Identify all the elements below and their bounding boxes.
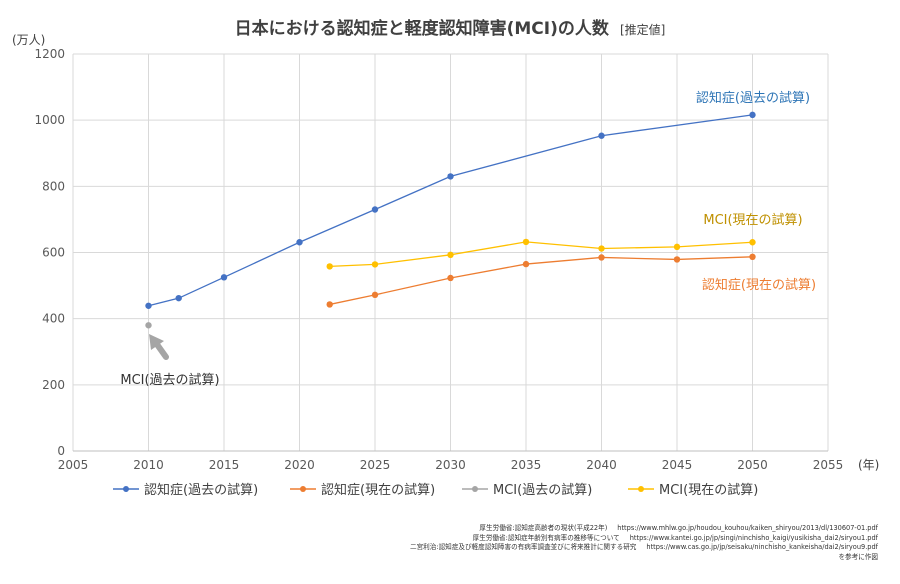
y-tick-labels: 0 200 400 600 800 1000 1200 — [34, 47, 65, 458]
data-point — [175, 294, 182, 302]
x-tick-label: 2030 — [435, 458, 466, 472]
legend-label: 認知症(過去の試算) — [144, 482, 258, 498]
legend-label: MCI(現在の試算) — [659, 482, 758, 498]
source-url[interactable]: https://www.mhlw.go.jp/houdou_kouhou/kai… — [617, 524, 878, 532]
series-line — [329, 256, 753, 306]
x-tick-label: 2005 — [58, 458, 89, 472]
source-url[interactable]: https://www.kantei.go.jp/jp/singi/ninchi… — [629, 533, 878, 542]
y-tick-label: 0 — [57, 444, 65, 458]
source-line: 二宮利治:認知症及び軽度認知障害の有病率調査並びに将来推計に関する研究 https… — [410, 543, 878, 553]
annotation-dementia-past: 認知症(過去の試算) — [696, 90, 810, 106]
data-point — [598, 245, 605, 252]
y-tick-label: 200 — [42, 378, 65, 392]
data-point — [447, 251, 454, 259]
data-point — [371, 291, 379, 299]
chart-legend: 認知症(過去の試算) 認知症(現在の試算) MCI(過去の試算) MCI(現在の試算) — [113, 482, 758, 498]
x-tick-label: 2045 — [662, 458, 693, 472]
data-point — [522, 260, 530, 268]
chart-title: 日本における認知症と軽度認知障害(MCI)の人数 [推定値] — [235, 18, 666, 39]
data-point — [673, 243, 681, 251]
data-point — [447, 274, 454, 282]
x-tick-label: 2020 — [284, 458, 315, 472]
legend-swatch-marker — [123, 486, 129, 492]
data-point — [598, 132, 605, 139]
series-line — [148, 114, 753, 307]
y-axis-unit: (万人) — [12, 33, 45, 47]
x-tick-label: 2040 — [586, 458, 617, 472]
data-point — [145, 322, 152, 329]
source-citations: 厚生労働省:認知症高齢者の現状(平成22年) https://www.mhlw.g… — [410, 524, 878, 562]
data-point — [371, 261, 379, 268]
data-point — [749, 253, 756, 261]
y-tick-label: 400 — [42, 312, 65, 326]
x-axis-unit: (年) — [858, 458, 879, 472]
y-tick-label: 600 — [42, 246, 65, 260]
series-layer — [145, 111, 756, 329]
data-point — [296, 239, 303, 246]
series-group — [145, 322, 152, 329]
data-point — [145, 302, 152, 309]
source-label: 厚生労働省:認知症高齢者の現状(平成22年) — [479, 524, 608, 532]
data-point — [673, 256, 681, 263]
x-tick-label: 2035 — [511, 458, 542, 472]
data-point — [371, 206, 379, 213]
source-credit: を参考に作図 — [838, 552, 878, 561]
data-point — [447, 173, 454, 180]
data-point — [326, 263, 333, 270]
source-label: 厚生労働省:認知症年齢別有病率の推移等について — [472, 533, 620, 542]
x-tick-label: 2055 — [813, 458, 844, 472]
x-tick-label: 2050 — [737, 458, 768, 472]
y-tick-label: 1000 — [34, 113, 65, 127]
legend-swatch-marker — [638, 486, 644, 492]
x-tick-labels: 2005 2010 2015 2020 2025 2030 2035 2040 2045 2050… — [58, 458, 844, 472]
chart-title-main: 日本における認知症と軽度認知障害(MCI)の人数 — [235, 18, 610, 39]
y-tick-label: 1200 — [34, 47, 65, 61]
series-group — [326, 253, 756, 308]
data-point — [598, 254, 605, 261]
data-point — [749, 239, 756, 246]
source-line: 厚生労働省:認知症高齢者の現状(平成22年) https://www.mhlw.g… — [410, 524, 878, 534]
legend-label: MCI(過去の試算) — [493, 482, 592, 498]
series-annotations: 認知症(過去の試算) MCI(現在の試算) 認知症(現在の試算) MCI(過去の… — [120, 90, 816, 388]
source-label: 二宮利治:認知症及び軽度認知障害の有病率調査並びに将来推計に関する研究 — [409, 543, 637, 552]
legend-swatch-marker — [300, 486, 306, 492]
series-group — [326, 238, 756, 270]
legend-swatch-marker — [472, 486, 478, 492]
annotation-dementia-current: 認知症(現在の試算) — [702, 277, 816, 293]
annotation-mci-past: MCI(過去の試算) — [120, 372, 219, 388]
legend-label: 認知症(現在の試算) — [321, 482, 435, 498]
series-group — [145, 111, 756, 309]
data-point — [522, 238, 530, 246]
x-tick-label: 2010 — [133, 458, 164, 472]
arrow-icon — [149, 334, 169, 360]
y-tick-label: 800 — [42, 179, 65, 193]
annotation-mci-current: MCI(現在の試算) — [703, 212, 802, 228]
data-point — [749, 111, 756, 119]
data-point — [220, 274, 228, 281]
source-line: 厚生労働省:認知症年齢別有病率の推移等について https://www.kante… — [410, 534, 878, 544]
chart-title-suffix: [推定値] — [620, 22, 665, 37]
x-tick-label: 2015 — [209, 458, 240, 472]
x-tick-label: 2025 — [360, 458, 391, 472]
data-point — [326, 301, 333, 308]
source-url[interactable]: https://www.cas.go.jp/jp/seisaku/ninchis… — [646, 543, 878, 552]
